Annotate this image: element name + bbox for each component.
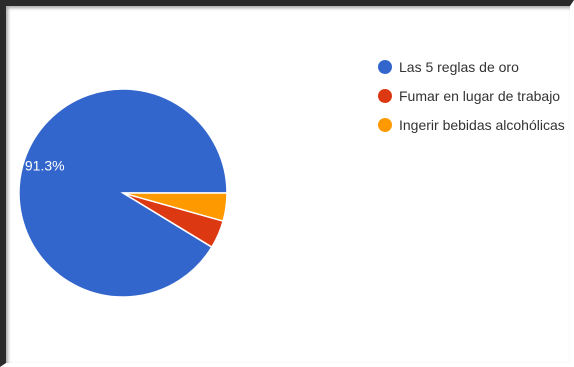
pie-data-labels: 91.3%: [25, 158, 65, 174]
pie-slice-ingerir-bebidas-alcoholicas[interactable]: [122, 192, 228, 222]
legend-swatch-icon: [378, 59, 392, 74]
legend-label: Ingerir bebidas alcohólicas: [399, 116, 565, 133]
legend-swatch-icon: [378, 88, 392, 103]
legend-label: Fumar en lugar de trabajo: [399, 87, 561, 104]
legend-label: Las 5 reglas de oro: [399, 58, 519, 75]
data-label-las-5-reglas-de-oro: 91.3%: [25, 158, 65, 174]
legend-item-ingerir-bebidas-alcoholicas[interactable]: Ingerir bebidas alcohólicas: [378, 116, 565, 133]
legend-item-fumar-en-lugar-de-trabajo[interactable]: Fumar en lugar de trabajo: [378, 87, 565, 104]
legend-item-las-5-reglas-de-oro[interactable]: Las 5 reglas de oro: [378, 58, 565, 75]
chart-legend: Las 5 reglas de oro Fumar en lugar de tra…: [378, 58, 565, 145]
pie-slices: [18, 88, 228, 298]
legend-swatch-icon: [378, 117, 392, 132]
